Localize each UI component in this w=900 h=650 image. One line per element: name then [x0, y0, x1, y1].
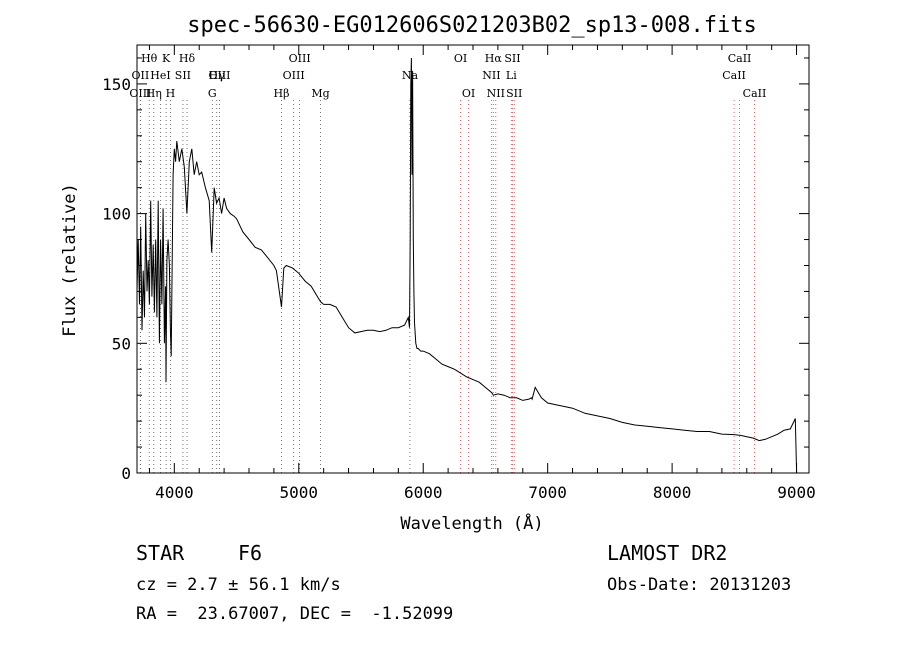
survey-name: LAMOST DR2 [607, 541, 728, 565]
spectral-line-label: SII [506, 87, 522, 100]
spectral-line-label: Mg [311, 87, 329, 100]
spectral-line-label: CaII [722, 69, 746, 82]
spectral-line-label: OIII [208, 69, 230, 82]
spectral-line-label: OIII [283, 69, 305, 82]
plot-frame [136, 44, 810, 474]
spectral-line-label: Hγ [209, 69, 226, 82]
spectral-line-label: H [166, 87, 176, 100]
y-axis-label: Flux (relative) [60, 183, 80, 337]
x-axis-label: Wavelength (Å) [400, 512, 543, 534]
y-axis-ticks: 0 50 100 150 [102, 57, 809, 483]
spectrum-line [136, 57, 798, 474]
obs-date: Obs-Date: 20131203 [607, 575, 792, 595]
spectral-line-label: Hδ [179, 52, 196, 65]
spectral-line-label: Hθ [141, 52, 158, 65]
subclass: F6 [238, 541, 263, 565]
object-class: STAR [136, 541, 185, 565]
spectral-line-label: CaII [728, 52, 752, 65]
coordinates: RA = 23.67007, DEC = -1.52099 [136, 604, 454, 624]
spectral-line-label: Hη [146, 87, 162, 100]
redshift-cz: cz = 2.7 ± 56.1 km/s [136, 575, 341, 595]
y-tick-label: 150 [102, 75, 131, 94]
chart-title: spec-56630-EG012606S021203B02_sp13-008.f… [187, 13, 757, 38]
x-tick-label: 9000 [777, 483, 816, 502]
spectral-line-label: Li [506, 69, 517, 82]
spectral-line-label: OI [454, 52, 467, 65]
spectral-line-label: SII [504, 52, 520, 65]
x-tick-label: 8000 [653, 483, 692, 502]
spectral-line-label: OI [462, 87, 475, 100]
spectral-line-label: HeI [150, 69, 170, 82]
spectral-line-label: OIII [289, 52, 311, 65]
spectral-line-label: SII [175, 69, 191, 82]
x-axis-ticks: 4000 5000 6000 7000 8000 9000 [148, 45, 816, 502]
spectral-line-label: OII [132, 69, 150, 82]
spectral-line-label: Hα [485, 52, 503, 65]
y-tick-label: 100 [102, 205, 131, 224]
x-tick-label: 7000 [528, 483, 567, 502]
spectral-line-markers [139, 100, 755, 473]
spectral-line-label: G [208, 87, 217, 100]
spectral-line-label: Hβ [274, 87, 290, 100]
spectral-line-label: Na [402, 69, 419, 82]
spectral-line-label: NII [482, 69, 500, 82]
y-tick-label: 0 [121, 464, 131, 483]
spectral-line-label: NII [487, 87, 505, 100]
x-tick-label: 5000 [280, 483, 319, 502]
x-tick-label: 4000 [155, 483, 194, 502]
y-tick-label: 50 [112, 334, 131, 353]
spectral-line-label: CaII [743, 87, 767, 100]
x-tick-label: 6000 [404, 483, 443, 502]
spectral-line-label: K [162, 52, 171, 65]
spectral-line-label: OIII [129, 87, 151, 100]
